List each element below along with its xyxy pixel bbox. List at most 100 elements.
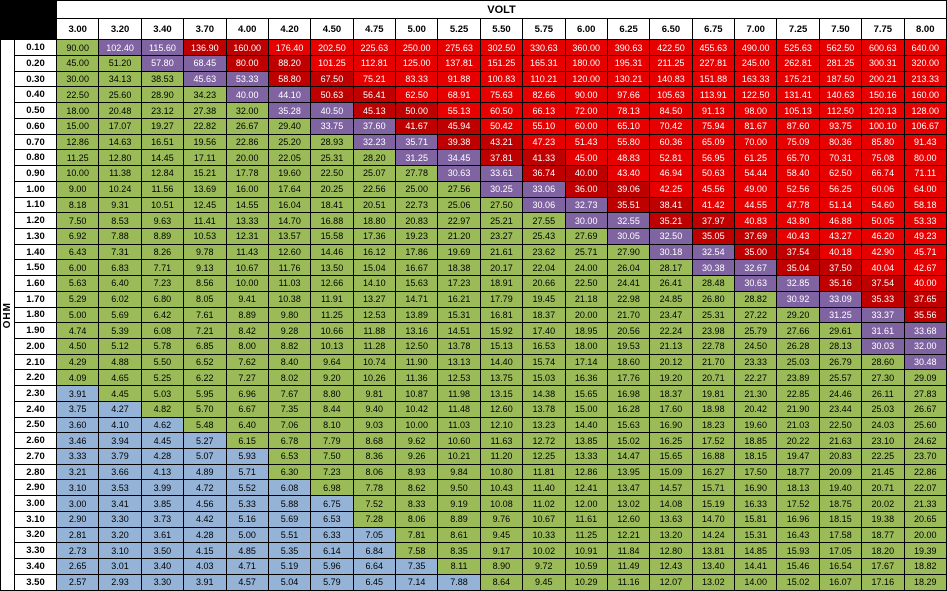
watt-cell: 14.00 — [733, 573, 778, 591]
watt-cell: 18.82 — [903, 558, 947, 575]
watt-cell: 25.07 — [352, 165, 397, 182]
watt-cell: 9.20 — [310, 369, 354, 387]
watt-cell: 26.67 — [903, 400, 947, 418]
watt-cell: 10.91 — [564, 542, 608, 560]
watt-cell: 9.81 — [352, 385, 397, 402]
watt-cell: 35.71 — [394, 133, 439, 151]
watt-cell: 9.31 — [98, 196, 142, 214]
ohm-header: 0.90 — [14, 165, 57, 182]
watt-cell: 35.28 — [267, 102, 312, 119]
watt-cell: 7.27 — [225, 369, 269, 387]
watt-cell: 71.11 — [903, 165, 947, 182]
watt-cell: 47.78 — [776, 196, 820, 214]
watt-cell: 38.41 — [649, 196, 693, 214]
volt-header: 4.20 — [267, 18, 312, 41]
watt-cell: 17.50 — [733, 463, 778, 481]
watt-cell: 281.25 — [818, 55, 863, 72]
watt-cell: 15.09 — [649, 463, 693, 481]
watt-cell: 8.90 — [479, 558, 524, 575]
watt-cell: 19.38 — [861, 510, 905, 528]
watt-cell: 7.05 — [352, 526, 397, 544]
watt-cell: 5.50 — [140, 353, 185, 371]
watt-cell: 225.63 — [352, 39, 397, 57]
watt-cell: 32.00 — [225, 102, 269, 119]
watt-cell: 42.90 — [861, 243, 905, 261]
watt-cell: 40.04 — [861, 259, 905, 277]
watt-cell: 27.90 — [606, 243, 651, 261]
volt-header: 5.50 — [479, 18, 524, 41]
watt-cell: 23.70 — [903, 448, 947, 465]
watt-cell: 32.23 — [352, 133, 397, 151]
watt-cell: 13.47 — [606, 479, 651, 497]
watt-cell: 9.76 — [479, 510, 524, 528]
watt-cell: 7.62 — [225, 353, 269, 371]
watt-cell: 14.10 — [352, 275, 397, 292]
watt-cell: 25.06 — [437, 196, 481, 214]
watt-cell: 9.13 — [183, 259, 227, 277]
watt-cell: 66.13 — [522, 102, 566, 119]
watt-cell: 5.29 — [55, 290, 100, 308]
watt-cell: 15.63 — [394, 275, 439, 292]
watt-cell: 55.10 — [522, 117, 566, 135]
watt-cell: 25.43 — [522, 227, 566, 245]
watt-cell: 17.05 — [818, 542, 863, 560]
watt-cell: 9.41 — [225, 290, 269, 308]
volt-header: 6.25 — [606, 18, 651, 41]
watt-cell: 3.60 — [55, 416, 100, 434]
watt-cell: 11.91 — [310, 290, 354, 308]
ohm-header: 3.50 — [14, 573, 57, 591]
watt-cell: 112.50 — [818, 102, 863, 119]
watt-cell: 4.29 — [55, 353, 100, 371]
watt-cell: 22.78 — [691, 337, 736, 355]
watt-cell: 16.90 — [733, 479, 778, 497]
watt-cell: 54.44 — [733, 165, 778, 182]
watt-cell: 13.78 — [437, 337, 481, 355]
watt-cell: 25.60 — [98, 86, 142, 104]
watt-cell: 70.31 — [818, 149, 863, 167]
watt-cell: 32.55 — [606, 212, 651, 229]
watt-cell: 10.74 — [352, 353, 397, 371]
watt-cell: 20.66 — [522, 275, 566, 292]
watt-cell: 27.83 — [903, 385, 947, 402]
watt-cell: 7.35 — [267, 400, 312, 418]
watt-cell: 35.05 — [691, 227, 736, 245]
watt-cell: 6.08 — [140, 322, 185, 339]
watt-cell: 4.09 — [55, 369, 100, 387]
volt-header: 7.25 — [776, 18, 820, 41]
watt-cell: 12.00 — [564, 495, 608, 512]
watt-cell: 262.81 — [776, 55, 820, 72]
watt-cell: 13.75 — [479, 369, 524, 387]
watt-cell: 12.45 — [183, 196, 227, 214]
watt-cell: 19.20 — [649, 369, 693, 387]
watt-cell: 105.13 — [776, 102, 820, 119]
watt-cell: 28.13 — [818, 337, 863, 355]
watt-cell: 32.85 — [776, 275, 820, 292]
table-row: 2.30 3.91 4.45 5.03 5.95 6.96 7.67 8.80 9.81 10.8… — [1, 385, 947, 402]
watt-cell: 8.40 — [267, 353, 312, 371]
watt-cell: 45.63 — [183, 70, 227, 88]
table-row: 1.80 5.00 5.69 6.42 7.61 8.89 9.80 11.25 12.53 13… — [1, 306, 947, 324]
watt-cell: 72.00 — [564, 102, 608, 119]
watt-cell: 18.85 — [733, 432, 778, 450]
watt-cell: 6.40 — [225, 416, 269, 434]
watt-cell: 8.42 — [225, 322, 269, 339]
watt-cell: 22.82 — [183, 117, 227, 135]
ohm-axis-title: OHM — [2, 301, 13, 329]
watt-cell: 125.00 — [394, 55, 439, 72]
watt-cell: 50.63 — [310, 86, 354, 104]
watt-cell: 8.06 — [394, 510, 439, 528]
watt-cell: 122.50 — [733, 86, 778, 104]
watt-cell: 17.36 — [352, 227, 397, 245]
watt-cell: 38.53 — [140, 70, 185, 88]
watt-cell: 7.71 — [140, 259, 185, 277]
watt-cell: 6.45 — [352, 573, 397, 591]
corner-block — [0, 0, 57, 41]
watt-cell: 16.90 — [649, 416, 693, 434]
watt-cell: 24.85 — [649, 290, 693, 308]
watt-cell: 31.61 — [861, 322, 905, 339]
watt-cell: 5.69 — [267, 510, 312, 528]
watt-cell: 18.98 — [691, 400, 736, 418]
watt-cell: 35.04 — [776, 259, 820, 277]
watt-cell: 91.13 — [691, 102, 736, 119]
